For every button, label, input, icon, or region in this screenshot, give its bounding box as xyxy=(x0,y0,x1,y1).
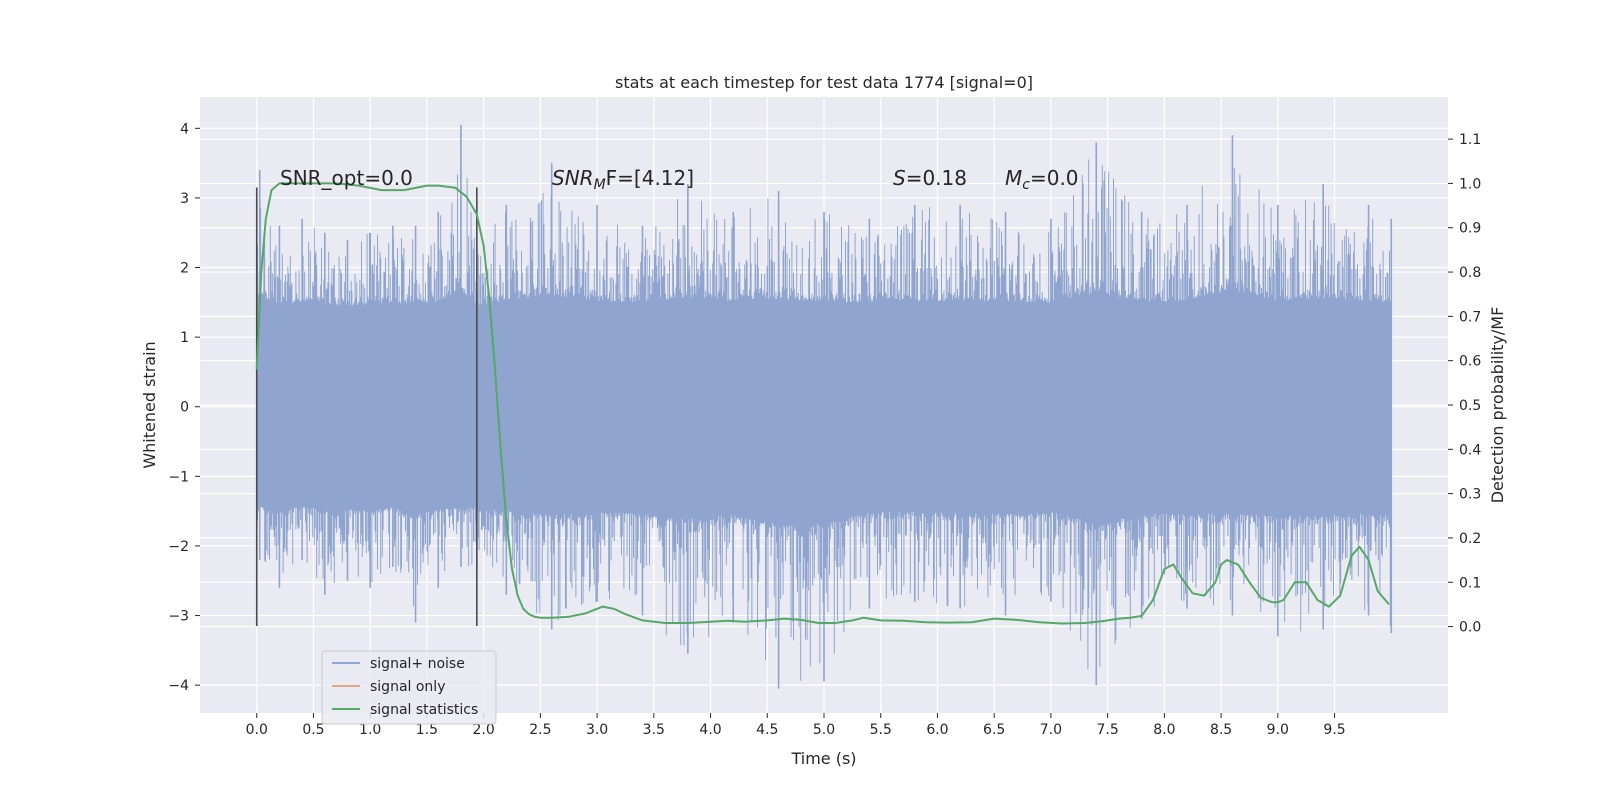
x-tick-label: 3.0 xyxy=(586,722,608,738)
y2-tick-label: 1.0 xyxy=(1459,176,1481,192)
y-tick-label: 2 xyxy=(180,261,189,277)
y-axis-label: Whitened strain xyxy=(140,341,159,468)
chart-title: stats at each timestep for test data 177… xyxy=(615,73,1033,92)
y-tick-label: 0 xyxy=(180,400,189,416)
y2-tick-label: 0.8 xyxy=(1459,265,1481,281)
segment-markers xyxy=(255,187,478,626)
y-axis-ticks: 4 3 2 1 0 −1 −2 −3 −4 xyxy=(168,121,200,694)
y-tick-label: 3 xyxy=(180,191,189,207)
x-tick-label: 6.5 xyxy=(983,722,1005,738)
y2-tick-label: 0.4 xyxy=(1459,442,1481,458)
y2-tick-label: 0.6 xyxy=(1459,354,1481,370)
x-tick-label: 8.0 xyxy=(1153,722,1175,738)
y2-tick-label: 0.7 xyxy=(1459,309,1481,325)
signal-statistics-series xyxy=(255,182,1390,625)
x-tick-label: 8.5 xyxy=(1210,722,1232,738)
y2-tick-label: 0.5 xyxy=(1459,398,1481,414)
x-tick-label: 5.0 xyxy=(813,722,835,738)
legend: signal+ noise signal only signal statist… xyxy=(321,650,497,725)
y2-tick-label: 1.1 xyxy=(1459,132,1481,148)
y2-axis-ticks: 1.1 1.0 0.9 0.8 0.7 0.6 0.5 0.4 0.3 0.2 0.1 0.0 xyxy=(1448,132,1481,636)
x-tick-label: 1.0 xyxy=(359,722,381,738)
legend-label-signal-only: signal only xyxy=(370,679,445,695)
x-tick-label: 9.0 xyxy=(1267,722,1289,738)
x-tick-label: 0.5 xyxy=(302,722,324,738)
x-axis-label: Time (s) xyxy=(790,749,856,768)
x-tick-label: 4.5 xyxy=(756,722,778,738)
y-tick-label: 4 xyxy=(180,121,189,137)
x-tick-label: 1.5 xyxy=(416,722,438,738)
signal-statistics-line xyxy=(255,182,1390,625)
x-tick-label: 0.0 xyxy=(246,722,268,738)
y2-tick-label: 0.1 xyxy=(1459,575,1481,591)
y2-tick-label: 0.2 xyxy=(1459,531,1481,547)
x-axis-ticks: 0.0 0.5 1.0 1.5 2.0 2.5 3.0 3.5 4.0 4.5 5.0 5.5 6.0 6… xyxy=(246,713,1346,738)
y2-tick-label: 0.3 xyxy=(1459,487,1481,503)
signal-noise-series xyxy=(256,124,1393,689)
y-tick-label: 1 xyxy=(180,330,189,346)
x-tick-label: 9.5 xyxy=(1323,722,1345,738)
x-tick-label: 4.0 xyxy=(699,722,721,738)
annotation-snr-mf: SNRMF=[4.12] xyxy=(552,166,694,193)
x-tick-label: 2.5 xyxy=(529,722,551,738)
y-tick-label: −4 xyxy=(168,678,189,694)
x-tick-label: 7.0 xyxy=(1040,722,1062,738)
y2-tick-label: 0.9 xyxy=(1459,221,1481,237)
y-tick-label: −2 xyxy=(168,539,189,555)
x-tick-label: 2.0 xyxy=(473,722,495,738)
annotation-mc: Mc=0.0 xyxy=(1005,166,1079,193)
annotation-snr-opt: SNR_opt=0.0 xyxy=(280,166,413,190)
annotation-s: S=0.18 xyxy=(893,166,967,190)
legend-label-signal-statistics: signal statistics xyxy=(370,702,478,718)
y-tick-label: −1 xyxy=(168,469,189,485)
y2-tick-label: 0.0 xyxy=(1459,620,1481,636)
y2-axis-label: Detection probability/MF xyxy=(1488,307,1507,504)
legend-label-signal-noise: signal+ noise xyxy=(370,656,465,672)
x-tick-label: 7.5 xyxy=(1097,722,1119,738)
y-tick-label: −3 xyxy=(168,609,189,625)
legend-box xyxy=(321,650,497,725)
x-tick-label: 6.0 xyxy=(926,722,948,738)
x-tick-label: 5.5 xyxy=(870,722,892,738)
x-tick-label: 3.5 xyxy=(643,722,665,738)
